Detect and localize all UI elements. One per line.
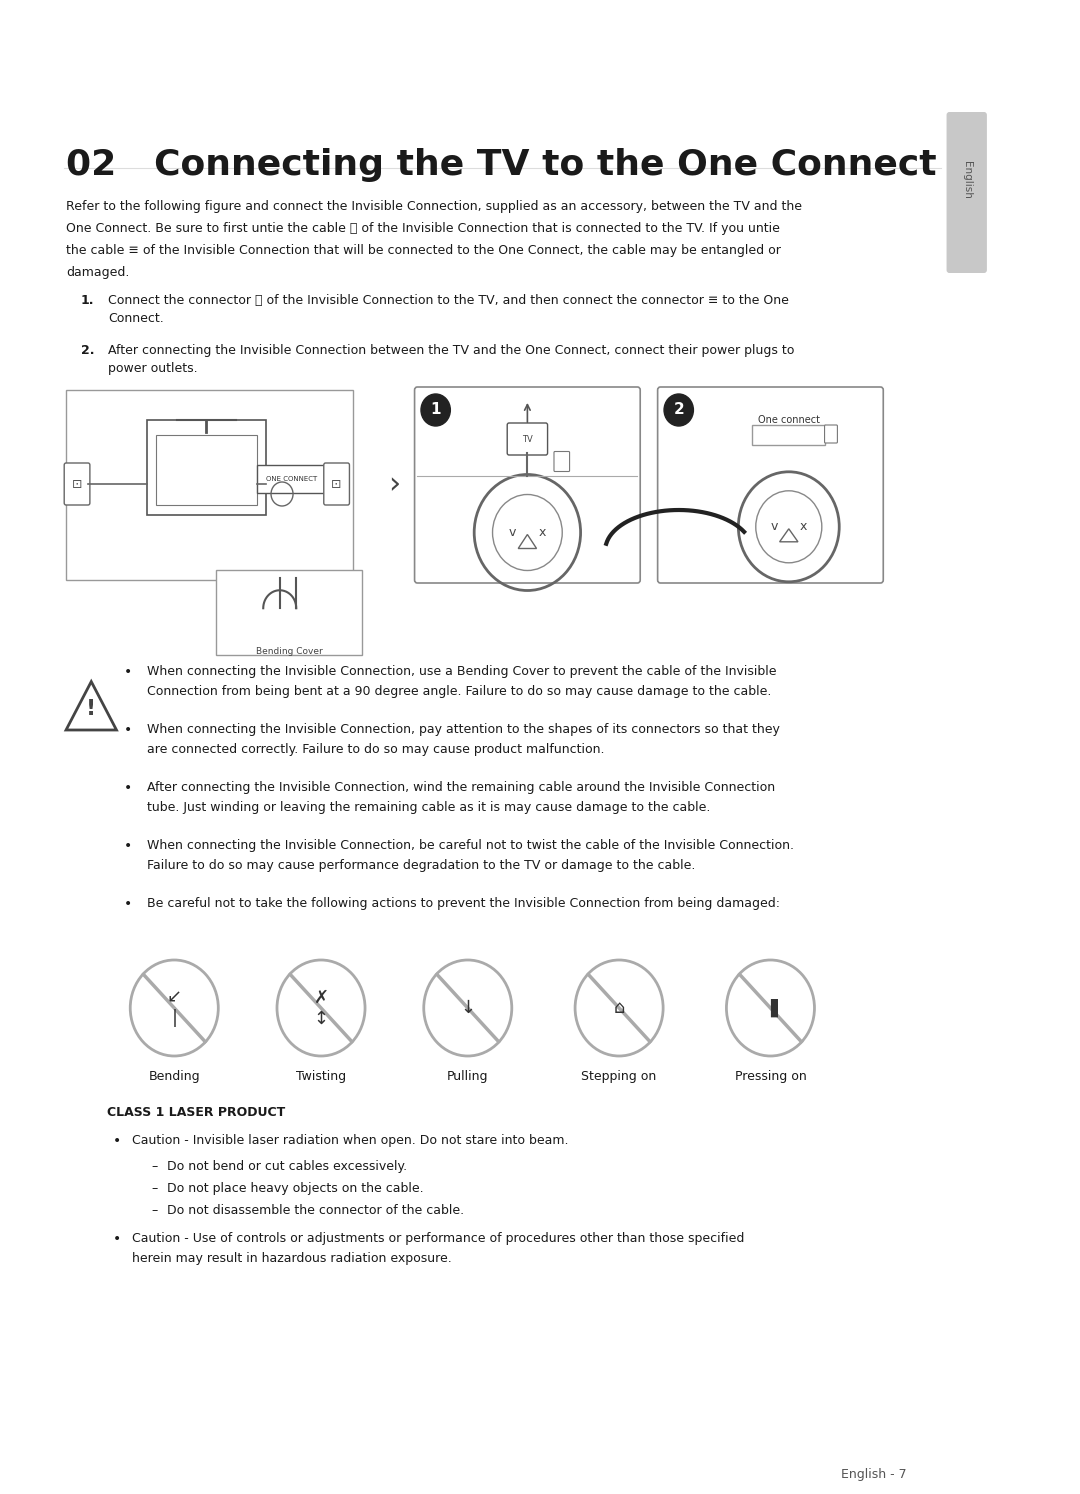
Bar [66,390,353,580]
Circle shape [421,394,450,426]
Text: 1: 1 [431,402,441,417]
Text: Connection from being bent at a 90 degree angle. Failure to do so may cause dama: Connection from being bent at a 90 degre… [147,686,771,698]
Text: •: • [113,1134,122,1147]
Text: Refer to the following figure and connect the Invisible Connection, supplied as : Refer to the following figure and connec… [66,200,802,214]
Text: Stepping on: Stepping on [581,1070,657,1083]
Text: –: – [151,1182,158,1195]
Text: damaged.: damaged. [66,266,130,279]
FancyBboxPatch shape [946,112,987,273]
Text: •: • [124,896,133,911]
Circle shape [575,961,663,1056]
Bar [257,465,325,493]
Circle shape [276,961,365,1056]
Text: When connecting the Invisible Connection, be careful not to twist the cable of t: When connecting the Invisible Connection… [147,840,794,852]
FancyBboxPatch shape [324,463,350,505]
Text: –: – [151,1204,158,1218]
Text: 1.: 1. [81,294,94,306]
Text: Pressing on: Pressing on [734,1070,807,1083]
Text: Caution - Use of controls or adjustments or performance of procedures other than: Caution - Use of controls or adjustments… [132,1233,744,1245]
Text: ⊡: ⊡ [71,478,82,490]
Text: ⌂: ⌂ [613,999,625,1017]
Text: tube. Just winding or leaving the remaining cable as it is may cause damage to t: tube. Just winding or leaving the remain… [147,801,711,814]
Text: English - 7: English - 7 [840,1469,906,1481]
Text: ↙
|: ↙ | [166,989,181,1028]
Circle shape [131,961,218,1056]
Text: Failure to do so may cause performance degradation to the TV or damage to the ca: Failure to do so may cause performance d… [147,859,696,872]
Text: •: • [113,1233,122,1246]
Circle shape [727,961,814,1056]
Text: Do not bend or cut cables excessively.: Do not bend or cut cables excessively. [167,1159,407,1173]
Text: Pulling: Pulling [447,1070,488,1083]
Text: Be careful not to take the following actions to prevent the Invisible Connection: Be careful not to take the following act… [147,896,780,910]
Text: 2: 2 [673,402,684,417]
Text: When connecting the Invisible Connection, use a Bending Cover to prevent the cab: When connecting the Invisible Connection… [147,665,777,678]
Text: 02   Connecting the TV to the One Connect: 02 Connecting the TV to the One Connect [66,148,936,182]
FancyBboxPatch shape [554,451,569,472]
Text: Connect the connector ⓣ of the Invisible Connection to the TV, and then connect : Connect the connector ⓣ of the Invisible… [108,294,789,326]
Text: Do not disassemble the connector of the cable.: Do not disassemble the connector of the … [167,1204,464,1218]
FancyBboxPatch shape [64,463,90,505]
Text: the cable ≡ of the Invisible Connection that will be connected to the One Connec: the cable ≡ of the Invisible Connection … [66,244,781,257]
Text: •: • [124,665,133,678]
FancyBboxPatch shape [508,423,548,456]
Text: Do not place heavy objects on the cable.: Do not place heavy objects on the cable. [167,1182,423,1195]
Text: TV: TV [522,435,532,444]
Text: ONE CONNECT: ONE CONNECT [266,477,316,483]
Text: English: English [961,161,972,199]
Text: •: • [124,840,133,853]
Text: When connecting the Invisible Connection, pay attention to the shapes of its con: When connecting the Invisible Connection… [147,723,780,737]
Text: herein may result in hazardous radiation exposure.: herein may result in hazardous radiation… [132,1252,451,1265]
Text: !: ! [86,699,96,719]
FancyBboxPatch shape [824,424,837,444]
Circle shape [664,394,693,426]
Bar [216,571,362,654]
Text: 2.: 2. [81,344,94,357]
Text: After connecting the Invisible Connection between the TV and the One Connect, co: After connecting the Invisible Connectio… [108,344,795,375]
Text: ✗
↕: ✗ ↕ [313,989,328,1028]
Text: ›: › [389,471,401,499]
Text: –: – [151,1159,158,1173]
Text: Bending: Bending [148,1070,200,1083]
Text: x: x [538,526,545,539]
Text: One connect: One connect [758,415,820,424]
FancyBboxPatch shape [752,424,825,445]
Text: •: • [124,781,133,795]
Text: are connected correctly. Failure to do so may cause product malfunction.: are connected correctly. Failure to do s… [147,743,604,756]
Circle shape [423,961,512,1056]
Text: Twisting: Twisting [296,1070,346,1083]
Text: After connecting the Invisible Connection, wind the remaining cable around the I: After connecting the Invisible Connectio… [147,781,774,793]
Text: Bending Cover: Bending Cover [256,647,322,656]
Text: One Connect. Be sure to first untie the cable ⓣ of the Invisible Connection that: One Connect. Be sure to first untie the … [66,223,780,235]
Text: x: x [800,520,807,533]
Text: •: • [124,723,133,737]
Text: CLASS 1 LASER PRODUCT: CLASS 1 LASER PRODUCT [107,1106,285,1119]
Text: v: v [509,526,516,539]
Bar [156,435,257,505]
Text: ↓: ↓ [460,999,475,1017]
Text: Caution - Invisible laser radiation when open. Do not stare into beam.: Caution - Invisible laser radiation when… [132,1134,568,1147]
Text: v: v [770,520,778,533]
FancyBboxPatch shape [658,387,883,583]
FancyBboxPatch shape [415,387,640,583]
Bar [147,420,266,515]
Text: ⊡: ⊡ [332,478,342,490]
Text: ▐: ▐ [764,999,778,1017]
